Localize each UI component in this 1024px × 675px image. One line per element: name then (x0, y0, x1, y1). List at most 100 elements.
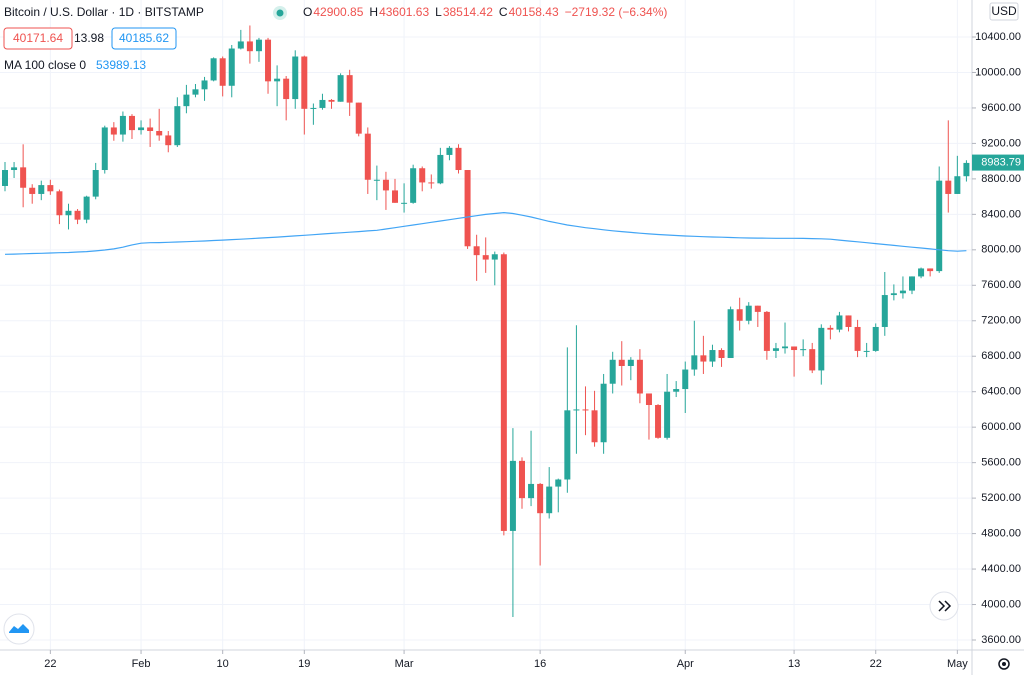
logo-icon (9, 624, 29, 633)
candle-body (165, 135, 172, 146)
candle-body (727, 309, 734, 359)
candle-body (174, 106, 181, 146)
y-tick-label: 5600.00 (981, 457, 1021, 469)
x-tick-label: 22 (44, 658, 56, 670)
indicator-label: MA 100 close 0 (4, 58, 86, 72)
y-tick-label: 7600.00 (981, 279, 1021, 291)
candle-body (836, 315, 843, 330)
candle-body (682, 369, 689, 390)
ohlc-label: L (435, 5, 442, 19)
candle-body (482, 255, 489, 260)
candle-body (38, 185, 45, 194)
candle-body (47, 185, 54, 192)
ohlc-label: O (303, 5, 312, 19)
candle-body (745, 305, 752, 321)
candle-body (918, 268, 925, 277)
candle-body (437, 154, 444, 184)
candle-body (636, 359, 643, 394)
candle-body (627, 359, 634, 366)
y-tick-label: 4800.00 (981, 527, 1021, 539)
change: −2719.32 (−6.34%) (565, 5, 668, 19)
y-tick-label: 4400.00 (981, 563, 1021, 575)
y-tick-label: 4000.00 (981, 598, 1021, 610)
axes: 3600.00 4000.00 4400.00 4800.00 5200.00 5600.… (44, 31, 1024, 670)
currency-box[interactable] (989, 2, 1019, 21)
ask: 40185.62 (119, 31, 169, 45)
candle-body (455, 147, 462, 171)
candle-body (863, 350, 870, 352)
currency: USD (991, 4, 1017, 18)
candle-body (700, 355, 707, 362)
candle-body (772, 348, 779, 351)
y-tick-label: 5200.00 (981, 492, 1021, 504)
candle-body (346, 75, 353, 103)
settings-icon[interactable] (998, 658, 1010, 670)
candle-body (845, 315, 852, 327)
last-price-label: 8983.79 (981, 156, 1021, 168)
candle-body (890, 293, 897, 296)
bid-box[interactable] (3, 27, 73, 50)
candle-body (301, 56, 308, 109)
bid: 40171.64 (13, 31, 63, 45)
candle-body (645, 393, 652, 406)
candle-body (782, 346, 789, 349)
candle-body (74, 210, 81, 220)
candle-body (20, 167, 27, 188)
candle-body (319, 99, 326, 108)
symbol-title: Bitcoin / U.S. Dollar · 1D · BITSTAMP (4, 5, 204, 19)
ohlc-label: C (499, 5, 508, 19)
candle-body (491, 254, 498, 260)
candle-body (428, 182, 435, 184)
candle-body (446, 147, 453, 155)
candle-body (56, 191, 63, 216)
candle-body (509, 460, 516, 531)
x-tick-label: Feb (132, 658, 151, 670)
candle-body (664, 391, 671, 438)
candle-body (219, 58, 226, 86)
y-tick-label: 9600.00 (981, 102, 1021, 114)
ohlc: O 42900.85 H 43601.63 L 38514.42 C 40158.43 (303, 5, 559, 19)
y-tick-label: 8000.00 (981, 244, 1021, 256)
candle-body (573, 409, 580, 411)
candle-body (228, 48, 235, 86)
candle-body (128, 115, 135, 131)
last-price-box (972, 154, 1024, 171)
candle-body (754, 305, 761, 312)
candle-body (909, 276, 915, 291)
candle-body (382, 179, 389, 191)
candle-body (138, 127, 145, 131)
ohlc-label: H (369, 5, 378, 19)
candle-body (183, 94, 190, 107)
candle-body (655, 405, 662, 438)
y-tick-label: 10400.00 (975, 31, 1021, 43)
candle-body (609, 359, 616, 384)
y-tick-label: 8800.00 (981, 173, 1021, 185)
candle-body (11, 167, 18, 171)
y-tick-label: 8400.00 (981, 208, 1021, 220)
candle-body (65, 210, 72, 216)
candle-body (736, 309, 743, 321)
indicator-value: 53989.13 (96, 58, 146, 72)
candle-body (101, 127, 108, 171)
candle-body (500, 254, 507, 531)
candle-body (945, 180, 952, 194)
candle-body (763, 311, 770, 351)
x-tick-label: Apr (677, 658, 694, 670)
candle-body (927, 268, 934, 272)
ask-box[interactable] (111, 27, 177, 50)
candle-body (283, 78, 290, 100)
candle-body (936, 180, 943, 272)
candle-body (582, 409, 589, 411)
candle-body (473, 246, 480, 256)
candle-body (119, 115, 126, 135)
candle-body (537, 483, 544, 514)
candle-body (156, 130, 163, 136)
candle-body (818, 327, 825, 371)
status-dot (276, 9, 284, 17)
candle-body (546, 486, 553, 514)
candle-body (292, 56, 299, 100)
candle-body (392, 190, 399, 203)
candle-body (827, 327, 834, 330)
y-tick-label: 6000.00 (981, 421, 1021, 433)
candle-body (528, 483, 535, 499)
